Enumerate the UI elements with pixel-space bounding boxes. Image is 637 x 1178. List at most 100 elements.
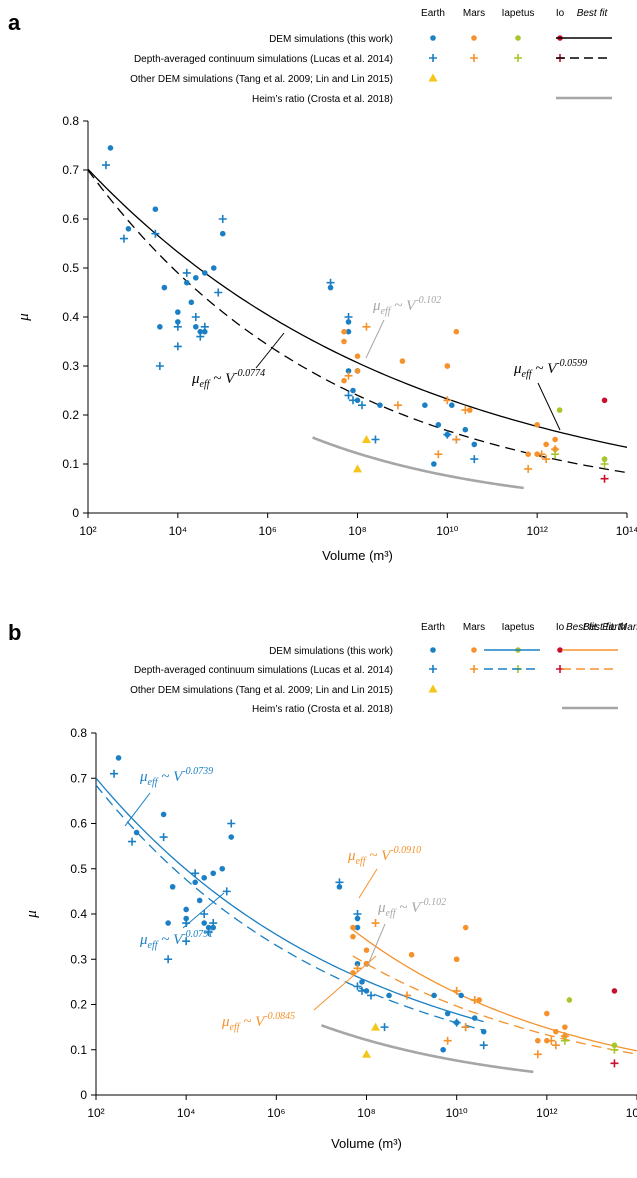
y-tick-label: 0.1: [70, 1043, 87, 1057]
data-point: [201, 920, 207, 926]
data-point: [353, 964, 362, 973]
x-tick-label: 10¹²: [526, 524, 547, 538]
data-point: [210, 265, 217, 271]
x-tick-label: 10¹⁴: [626, 1106, 637, 1120]
legend-marker: [430, 647, 436, 653]
data-point: [209, 919, 218, 928]
data-point: [228, 834, 235, 840]
data-point: [359, 979, 365, 985]
data-point: [534, 451, 540, 458]
data-point: [354, 924, 361, 931]
data-point: [601, 397, 608, 404]
data-point: [435, 422, 442, 428]
x-tick-label: 10¹²: [536, 1106, 557, 1120]
data-point: [344, 391, 353, 400]
data-point: [408, 951, 415, 958]
data-point: [227, 819, 236, 828]
annotation-formula: μeff ~ V-0.0774: [191, 368, 265, 390]
data-point: [188, 299, 195, 306]
panel-label: b: [8, 620, 21, 645]
axes: 0 0.1 0.2 0.3 0.4 0.5 0.6 0.7 0.8 10² 10⁴ 10⁶ 10⁸ 10¹…: [16, 114, 637, 563]
data-point: [443, 396, 452, 405]
data-point: [353, 982, 362, 991]
annotation-leader: [537, 382, 561, 431]
legend-row-label: DEM simulations (this work): [269, 646, 393, 657]
data-point: [350, 924, 356, 931]
data-point: [128, 837, 137, 846]
data-point: [444, 1010, 451, 1017]
legend-marker: [429, 54, 437, 62]
y-tick-label: 0.3: [70, 952, 87, 966]
fit-curve-black-dash: [87, 169, 628, 474]
data-point: [115, 755, 122, 761]
legend-column-header: Mars: [463, 622, 485, 633]
data-point: [363, 947, 370, 953]
y-tick-label: 0.2: [70, 998, 87, 1012]
legend-marker: [515, 35, 521, 41]
x-tick-label: 10²: [87, 1106, 104, 1120]
data-point: [341, 338, 347, 345]
legend-column-header: Iapetus: [502, 622, 535, 633]
legend-marker: [428, 73, 438, 82]
data-point: [350, 387, 356, 394]
data-point: [399, 358, 406, 364]
data-point: [201, 270, 208, 276]
data-point: [161, 284, 168, 291]
data-point: [349, 396, 358, 405]
data-point: [458, 992, 464, 999]
annotation-leader: [255, 332, 285, 369]
data-point: [443, 1036, 452, 1045]
data-point: [422, 402, 428, 409]
legend-marker: [470, 665, 478, 673]
legend-row-label: DEM simulations (this work): [269, 34, 393, 45]
data-point: [155, 362, 164, 370]
data-point: [200, 322, 209, 331]
x-tick-label: 10²: [79, 524, 96, 538]
legend-column-header: Earth: [421, 622, 445, 633]
data-point: [560, 1036, 569, 1045]
y-axis-label: μ: [24, 910, 40, 919]
data-point: [219, 230, 226, 237]
legend: Earth Mars Iapetus Io Best fit DEM simulation…: [130, 8, 612, 105]
data-point: [544, 1010, 550, 1017]
fit-curve-mars-dash: [352, 955, 637, 1055]
legend-marker: [429, 665, 437, 673]
data-point: [551, 450, 560, 459]
data-point: [219, 865, 226, 872]
data-point: [553, 1028, 559, 1035]
y-tick-label: 0.5: [62, 261, 79, 275]
y-tick-label: 0: [72, 506, 79, 520]
data-point: [367, 991, 376, 1000]
annotations: μeff ~ V-0.0739 μeff ~ V-0.0791 μeff ~ V-0…: [124, 766, 446, 1033]
data-point: [461, 406, 470, 415]
data-point: [110, 769, 119, 778]
annotation-formula: μeff ~ V-0.102: [377, 897, 446, 919]
data-point: [431, 992, 437, 999]
data-point: [566, 997, 573, 1003]
y-tick-label: 0.6: [70, 817, 87, 831]
x-axis-label: Volume (m³): [322, 548, 393, 563]
data-point: [165, 920, 171, 926]
legend-marker: [430, 35, 436, 41]
data-point: [169, 884, 176, 890]
data-point: [125, 226, 132, 232]
data-point: [386, 992, 392, 999]
data-point: [452, 435, 461, 444]
y-tick-label: 0: [80, 1088, 87, 1102]
data-point: [327, 284, 334, 291]
x-tick-label: 10¹⁰: [436, 524, 458, 538]
legend-row-label: Heim’s ratio (Crosta et al. 2018): [252, 704, 393, 715]
data-point: [201, 875, 207, 881]
legend-column-header: Mars: [463, 8, 485, 19]
data-point: [466, 407, 473, 413]
y-tick-label: 0.3: [62, 359, 79, 373]
data-point: [542, 455, 551, 464]
panel-label: a: [8, 10, 21, 35]
legend-row-label: Other DEM simulations (Tang et al. 2009;…: [130, 74, 393, 85]
data-point: [461, 1023, 470, 1032]
data-point: [471, 1015, 478, 1021]
data-point: [361, 435, 371, 443]
data-points: [110, 755, 619, 1068]
legend-column-header: Best fit: Earth: [566, 622, 626, 633]
